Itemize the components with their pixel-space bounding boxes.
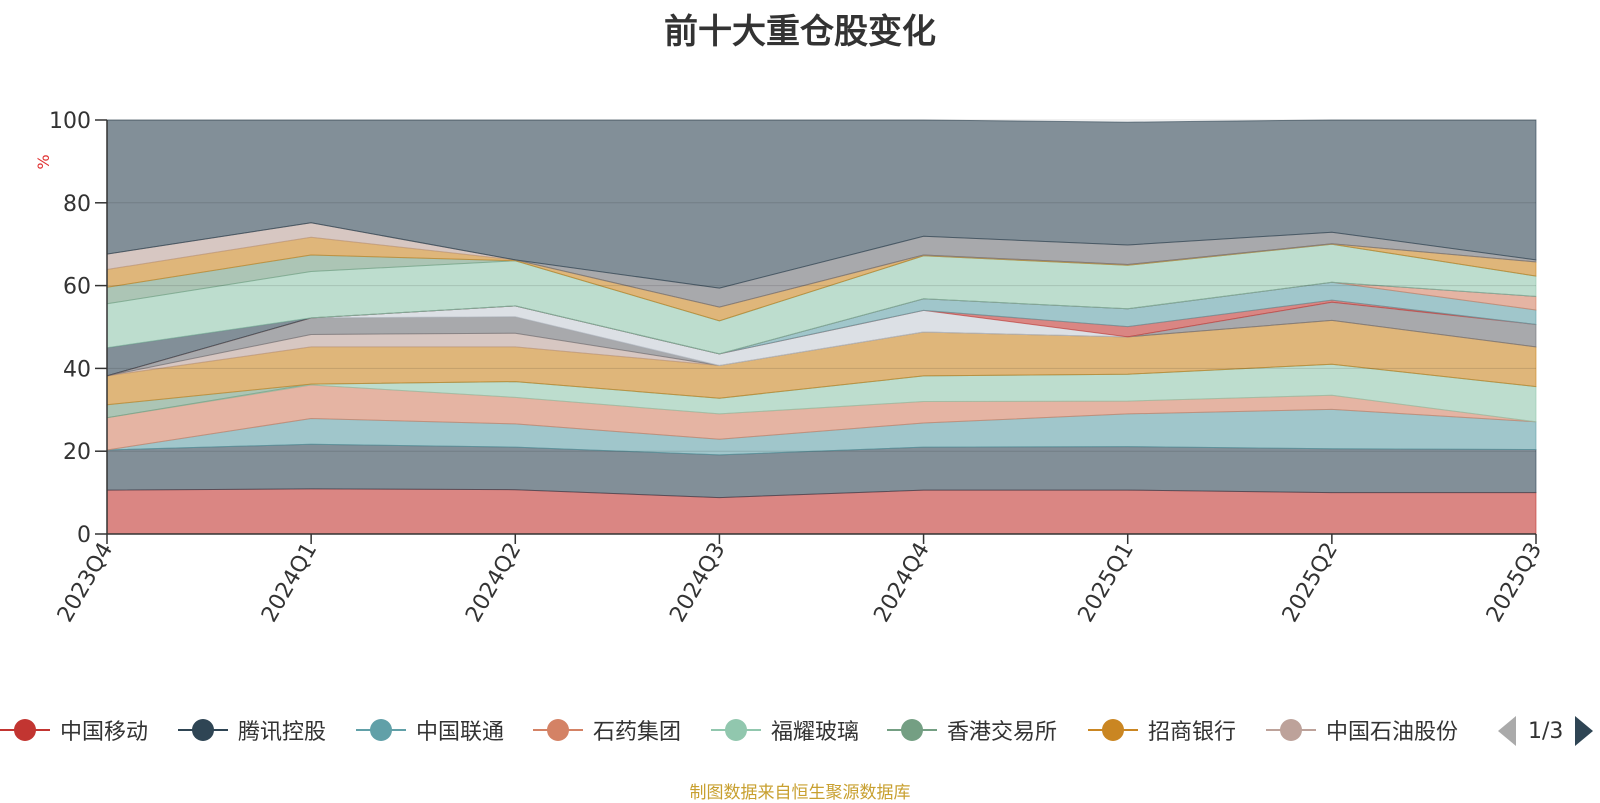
- y-tick-label: 100: [49, 109, 91, 134]
- x-tick-label: 2025Q1: [1074, 539, 1139, 627]
- legend-label: 中国石油股份: [1326, 720, 1459, 745]
- x-tick-label: 2025Q2: [1278, 539, 1343, 627]
- legend-marker-icon: [887, 712, 937, 748]
- legend-marker-icon: [1088, 712, 1138, 748]
- x-tick-label: 2023Q4: [53, 539, 118, 627]
- legend-pager: 1/3: [1498, 714, 1594, 748]
- chart-area: 0 20 40 60 80 100% 2023Q4 2024Q1 2024Q2 2024Q3 202…: [34, 109, 1547, 627]
- legend-marker-icon: [711, 712, 761, 748]
- legend-marker-icon: [356, 712, 406, 748]
- legend-label: 招商银行: [1148, 720, 1237, 745]
- x-tick-label: 2024Q1: [257, 539, 322, 627]
- y-tick-label: 20: [63, 440, 91, 465]
- legend-item[interactable]: 腾讯控股: [178, 712, 326, 748]
- legend-item[interactable]: 中国石油股份: [1266, 712, 1458, 748]
- legend-label: 石药集团: [593, 720, 682, 745]
- legend-page-number: 1/3: [1528, 718, 1564, 744]
- legend-marker-icon: [0, 712, 50, 748]
- legend-marker-icon: [178, 712, 228, 748]
- x-tick-label: 2024Q2: [461, 539, 526, 627]
- data-source-note: 制图数据来自恒生聚源数据库: [689, 783, 911, 803]
- legend-next-icon[interactable]: [1575, 716, 1594, 746]
- x-tick-label: 2024Q3: [665, 539, 730, 627]
- y-tick-label: 80: [63, 192, 91, 217]
- y-tick-label: 60: [63, 275, 91, 300]
- legend-label: 福耀玻璃: [771, 720, 860, 745]
- y-tick-label: 0: [77, 523, 91, 548]
- legend-label: 中国移动: [60, 720, 149, 745]
- legend-item[interactable]: 福耀玻璃: [711, 712, 859, 748]
- chart-title: 前十大重仓股变化: [664, 12, 936, 52]
- legend-label: 腾讯控股: [238, 720, 327, 745]
- x-tick-label: 2024Q4: [869, 539, 934, 627]
- legend-item[interactable]: 香港交易所: [887, 712, 1057, 748]
- legend-marker-icon: [1266, 712, 1316, 748]
- legend-item[interactable]: 中国联通: [356, 712, 504, 748]
- legend-label: 香港交易所: [947, 720, 1058, 745]
- legend-item[interactable]: 中国移动: [0, 712, 148, 748]
- area-series-0: [106, 488, 1537, 535]
- x-tick-label: 2025Q3: [1482, 539, 1547, 627]
- legend-item[interactable]: 招商银行: [1088, 712, 1236, 748]
- legend-prev-icon[interactable]: [1498, 716, 1516, 746]
- y-tick-label: 40: [63, 357, 91, 382]
- area-series-19: [106, 119, 1537, 289]
- legend-label: 中国联通: [416, 720, 505, 745]
- legend-marker-icon: [533, 712, 583, 748]
- legend-item[interactable]: 石药集团: [533, 712, 681, 748]
- y-axis-label: %: [34, 154, 53, 169]
